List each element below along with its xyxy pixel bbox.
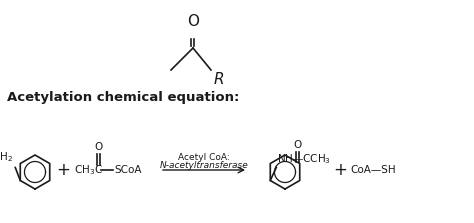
Text: N-acetyltransferase: N-acetyltransferase bbox=[160, 161, 248, 169]
Text: O: O bbox=[293, 140, 301, 149]
Text: CoA—SH: CoA—SH bbox=[350, 165, 396, 175]
Text: +: + bbox=[56, 161, 70, 179]
Text: O: O bbox=[187, 14, 199, 29]
Text: CH$_3$C: CH$_3$C bbox=[74, 163, 103, 177]
Text: R: R bbox=[214, 72, 225, 87]
Text: NH$_2$: NH$_2$ bbox=[0, 151, 13, 165]
Text: +: + bbox=[333, 161, 347, 179]
Text: O: O bbox=[95, 142, 103, 152]
Text: SCoA: SCoA bbox=[114, 165, 142, 175]
Text: Acetyl CoA:: Acetyl CoA: bbox=[178, 153, 230, 161]
Text: Acetylation chemical equation:: Acetylation chemical equation: bbox=[7, 91, 239, 103]
Text: NH—CCH$_3$: NH—CCH$_3$ bbox=[277, 152, 331, 165]
